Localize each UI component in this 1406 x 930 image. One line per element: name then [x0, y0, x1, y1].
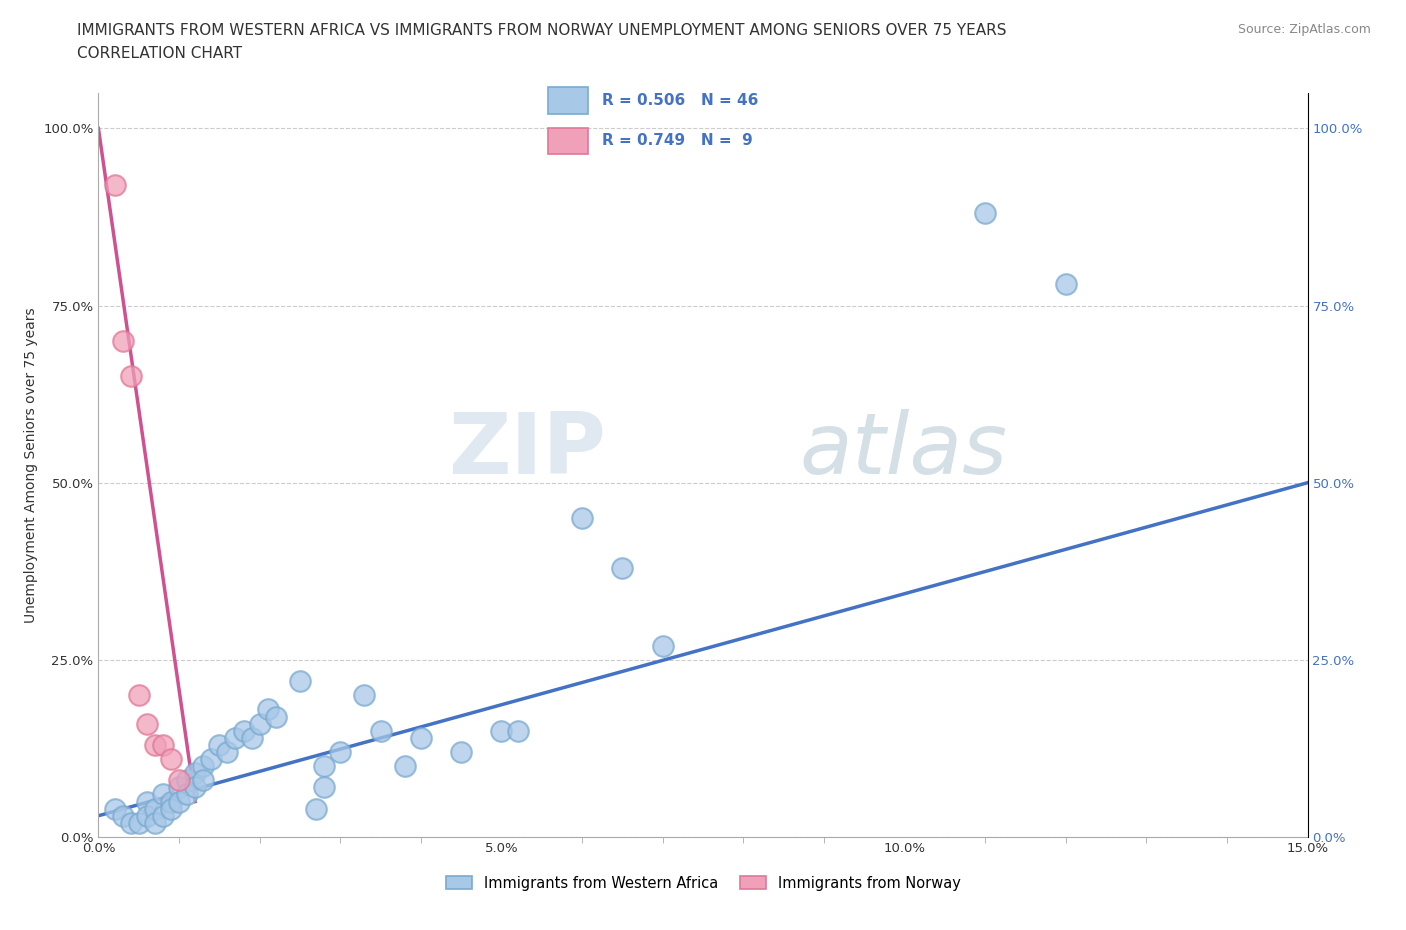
Point — [314, 780, 336, 795]
Point — [103, 178, 125, 193]
Point — [208, 737, 231, 752]
Point — [217, 745, 239, 760]
Point — [224, 730, 246, 745]
Point — [232, 724, 254, 738]
Text: ZIP: ZIP — [449, 408, 606, 492]
Point — [571, 511, 593, 525]
Point — [135, 716, 157, 731]
Point — [160, 802, 183, 817]
Point — [409, 730, 432, 745]
Point — [111, 808, 134, 823]
Point — [394, 759, 416, 774]
Point — [240, 730, 263, 745]
Point — [176, 787, 198, 802]
Y-axis label: Unemployment Among Seniors over 75 years: Unemployment Among Seniors over 75 years — [24, 307, 38, 623]
Point — [974, 206, 997, 221]
Point — [160, 794, 183, 809]
Point — [450, 745, 472, 760]
Point — [128, 816, 150, 830]
Point — [184, 780, 207, 795]
Point — [160, 751, 183, 766]
Point — [329, 745, 352, 760]
Text: CORRELATION CHART: CORRELATION CHART — [77, 46, 242, 61]
Point — [506, 724, 529, 738]
Point — [176, 773, 198, 788]
Point — [152, 808, 174, 823]
Point — [167, 794, 190, 809]
FancyBboxPatch shape — [548, 87, 588, 114]
Point — [135, 808, 157, 823]
Point — [128, 688, 150, 703]
Point — [135, 794, 157, 809]
Text: IMMIGRANTS FROM WESTERN AFRICA VS IMMIGRANTS FROM NORWAY UNEMPLOYMENT AMONG SENI: IMMIGRANTS FROM WESTERN AFRICA VS IMMIGR… — [77, 23, 1007, 38]
Text: R = 0.506   N = 46: R = 0.506 N = 46 — [602, 93, 758, 108]
Point — [491, 724, 513, 738]
Legend: Immigrants from Western Africa, Immigrants from Norway: Immigrants from Western Africa, Immigran… — [440, 870, 966, 897]
Text: R = 0.749   N =  9: R = 0.749 N = 9 — [602, 134, 752, 149]
Point — [193, 773, 215, 788]
Point — [120, 369, 142, 384]
Point — [256, 702, 278, 717]
Point — [111, 334, 134, 349]
Point — [143, 737, 166, 752]
Point — [167, 780, 190, 795]
Point — [305, 802, 328, 817]
Point — [200, 751, 222, 766]
Point — [143, 802, 166, 817]
Point — [1054, 277, 1077, 292]
Point — [152, 787, 174, 802]
Point — [264, 709, 287, 724]
Point — [193, 759, 215, 774]
Point — [167, 773, 190, 788]
Point — [120, 816, 142, 830]
Point — [353, 688, 375, 703]
Point — [612, 560, 634, 575]
Point — [152, 737, 174, 752]
Point — [370, 724, 392, 738]
Point — [651, 638, 673, 653]
Text: atlas: atlas — [800, 408, 1008, 492]
Point — [314, 759, 336, 774]
FancyBboxPatch shape — [548, 127, 588, 154]
Point — [249, 716, 271, 731]
Text: Source: ZipAtlas.com: Source: ZipAtlas.com — [1237, 23, 1371, 36]
Point — [143, 816, 166, 830]
Point — [103, 802, 125, 817]
Point — [184, 765, 207, 780]
Point — [288, 673, 311, 688]
